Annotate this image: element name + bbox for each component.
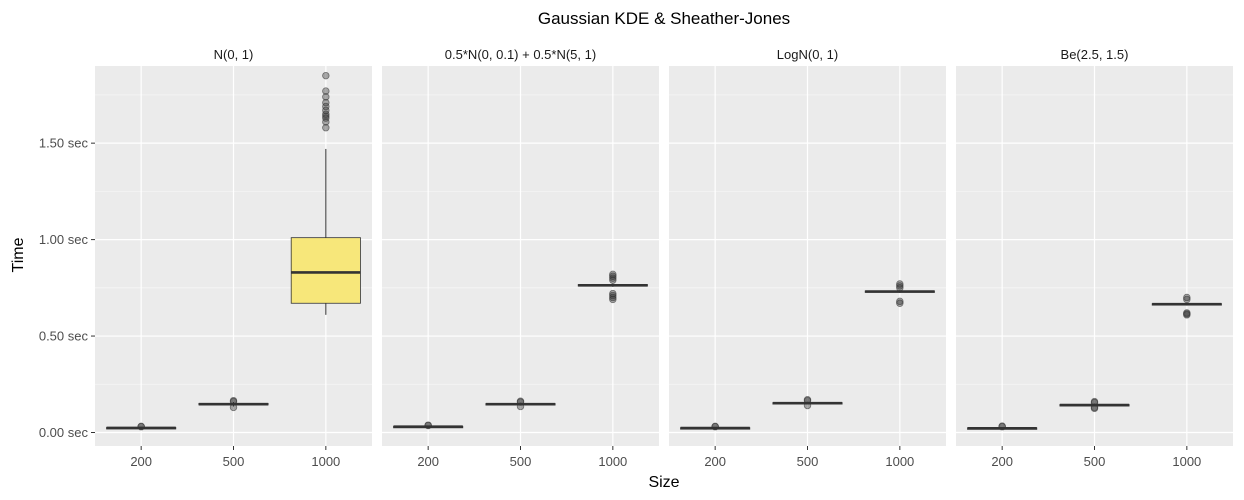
x-tick-label: 1000 (311, 454, 340, 469)
box-500 (772, 396, 843, 410)
outlier-point (896, 299, 904, 307)
y-tick-label: 1.00 sec (39, 232, 89, 247)
y-tick-label: 0.50 sec (39, 329, 89, 344)
box-200 (393, 421, 464, 430)
chart-title: Gaussian KDE & Sheather-Jones (538, 9, 790, 28)
outlier-point (322, 114, 330, 122)
strip-label: Be(2.5, 1.5) (1061, 47, 1129, 62)
outlier-point (896, 297, 904, 306)
box-1000 (290, 71, 361, 315)
outlier-point (229, 396, 238, 405)
outlier-point (322, 71, 330, 80)
outlier-point (322, 110, 330, 118)
outlier-point (322, 98, 330, 107)
outlier-point (322, 93, 330, 101)
outlier-point (609, 291, 617, 300)
outlier-point (609, 276, 617, 284)
x-tick-label: 500 (1084, 454, 1106, 469)
x-tick-label: 1000 (885, 454, 914, 469)
box-1000 (864, 280, 935, 307)
outlier-point (516, 397, 525, 405)
box-200 (967, 422, 1038, 431)
outlier-point (896, 284, 904, 292)
x-tick-label: 500 (797, 454, 819, 469)
outlier-point (424, 421, 432, 429)
outlier-point (322, 87, 330, 95)
outlier-point (803, 396, 812, 404)
box-200 (680, 422, 751, 431)
panel-4: Be(2.5, 1.5) 200 500 1000 (956, 47, 1233, 469)
x-tick-label: 200 (991, 454, 1013, 469)
panel-1: N(0, 1) 200 500 1000 (95, 47, 372, 469)
outlier-point (711, 422, 719, 431)
y-axis-ticks: 0.00 sec 0.50 sec 1.00 sec 1.50 sec (39, 136, 95, 440)
x-axis-label: Size (648, 474, 679, 491)
outlier-point (1183, 293, 1191, 302)
x-tick-label: 1000 (598, 454, 627, 469)
y-tick-label: 0.00 sec (39, 425, 89, 440)
box-500 (485, 397, 556, 411)
outlier-point (1183, 309, 1191, 317)
panel-3: LogN(0, 1) 200 500 1000 (669, 47, 946, 469)
strip-label: 0.5*N(0, 0.1) + 0.5*N(5, 1) (445, 47, 596, 62)
strip-label: N(0, 1) (214, 47, 254, 62)
outlier-point (1090, 397, 1099, 406)
box-1000 (577, 270, 648, 304)
box-1000 (1151, 293, 1222, 319)
outlier-point (998, 422, 1006, 430)
y-axis-label: Time (10, 237, 27, 272)
outlier-point (322, 106, 330, 115)
outlier-point (896, 280, 904, 288)
y-tick-label: 1.50 sec (39, 136, 89, 151)
x-tick-label: 200 (130, 454, 152, 469)
box-500 (1059, 397, 1130, 413)
x-tick-label: 200 (704, 454, 726, 469)
outlier-point (322, 112, 330, 120)
outlier-point (609, 270, 617, 279)
box-200 (106, 422, 177, 431)
outlier-point (322, 102, 330, 111)
outlier-point (1183, 295, 1191, 304)
x-tick-label: 200 (417, 454, 439, 469)
x-tick-label: 500 (223, 454, 245, 469)
outlier-point (609, 293, 617, 302)
x-tick-label: 500 (510, 454, 532, 469)
strip-label: LogN(0, 1) (777, 47, 838, 62)
panel-2: 0.5*N(0, 0.1) + 0.5*N(5, 1) 200 500 1000 (382, 47, 659, 469)
x-tick-label: 1000 (1172, 454, 1201, 469)
outlier-point (609, 289, 617, 298)
outlier-point (609, 295, 617, 304)
outlier-point (609, 272, 617, 280)
box-rect (290, 237, 361, 304)
outlier-point (322, 118, 330, 126)
outlier-point (896, 282, 904, 290)
outlier-point (609, 274, 617, 282)
outlier-point (137, 422, 145, 431)
box-500 (198, 396, 269, 412)
outlier-point (322, 124, 330, 132)
